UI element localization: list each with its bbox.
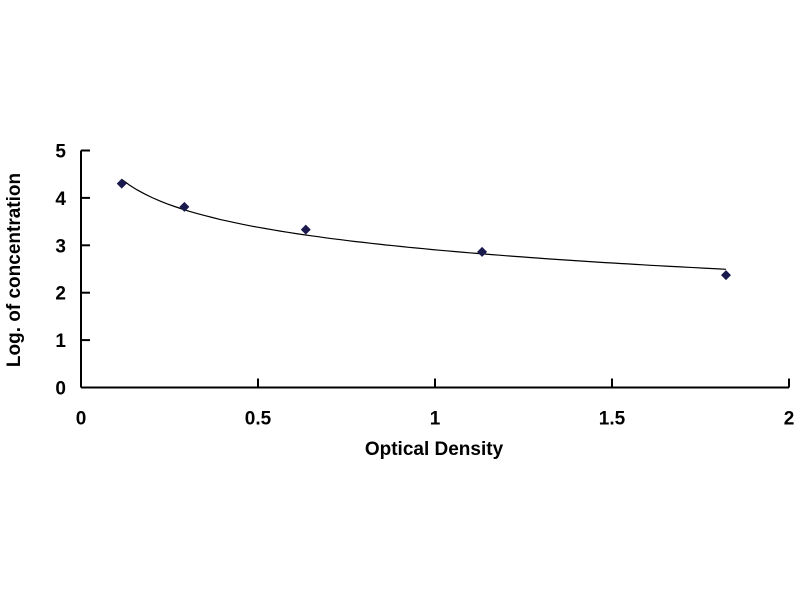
data-point bbox=[116, 178, 127, 189]
data-point bbox=[179, 201, 190, 212]
x-tick-label: 1 bbox=[430, 409, 441, 430]
axes bbox=[80, 150, 789, 389]
data-point bbox=[720, 270, 731, 281]
data-point bbox=[300, 224, 311, 235]
y-tick-label: 5 bbox=[55, 142, 66, 163]
y-tick-label: 1 bbox=[55, 331, 66, 352]
x-axis-label: Optical Density bbox=[365, 439, 504, 460]
data-point bbox=[477, 246, 488, 257]
x-tick-label: 0 bbox=[76, 409, 87, 430]
y-tick-label: 0 bbox=[55, 379, 66, 400]
trendline bbox=[121, 178, 727, 270]
y-tick-label: 2 bbox=[55, 284, 66, 305]
y-tick-label: 4 bbox=[55, 189, 66, 210]
y-tick-label: 3 bbox=[55, 236, 66, 257]
y-axis-label: Log. of concentration bbox=[4, 173, 25, 367]
x-tick-label: 0.5 bbox=[245, 409, 272, 430]
x-tick-label: 1.5 bbox=[599, 409, 626, 430]
x-tick-label: 2 bbox=[784, 409, 795, 430]
